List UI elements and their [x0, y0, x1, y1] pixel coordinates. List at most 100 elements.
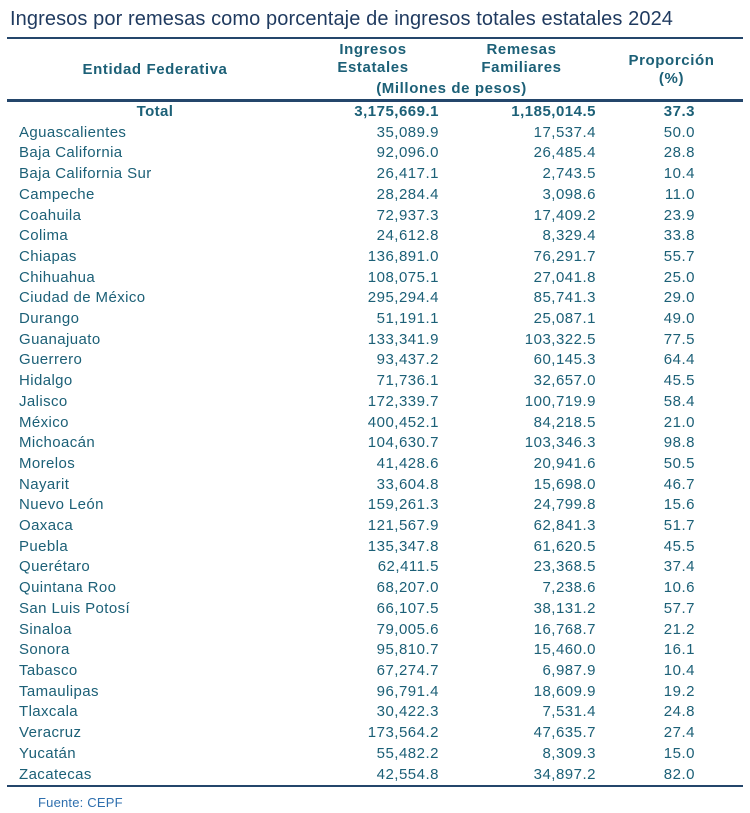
entidad-cell: Veracruz	[19, 724, 82, 742]
entidad-cell: Ciudad de México	[19, 289, 146, 307]
remesas-cell: 47,635.7	[533, 724, 596, 742]
entidad-cell: Hidalgo	[19, 372, 73, 390]
table-row: Hidalgo 71,736.1 32,657.0 45.5	[7, 371, 743, 392]
table-row: México 400,452.1 84,218.5 21.0	[7, 413, 743, 434]
proporcion-cell: 28.8	[663, 144, 695, 162]
entidad-cell: Zacatecas	[7, 764, 303, 788]
ingresos-cell: 55,482.2	[376, 744, 439, 762]
ingresos-cell: 68,207.0	[376, 579, 439, 597]
ingresos-cell: 41,428.6	[376, 454, 439, 472]
ingresos-cell: 400,452.1	[367, 413, 439, 431]
column-header-entidad: Entidad Federativa	[82, 60, 228, 78]
entidad-cell: Yucatán	[19, 744, 77, 762]
ingresos-cell: 95,810.7	[376, 641, 439, 659]
table-row: Guerrero 93,437.2 60,145.3 64.4	[7, 350, 743, 371]
proporcion-cell: 50.0	[663, 123, 695, 141]
table-row: Sinaloa 79,005.6 16,768.7 21.2	[7, 620, 743, 641]
table-row: Baja California 92,096.0 26,485.4 28.8	[7, 143, 743, 164]
table-row: Veracruz 173,564.2 47,635.7 27.4	[7, 723, 743, 744]
entidad-cell: Durango	[19, 310, 80, 328]
title-divider	[7, 37, 743, 39]
entidad-cell: Baja California	[19, 144, 123, 162]
proporcion-cell: 82.0	[600, 764, 743, 788]
entidad-cell: Nuevo León	[19, 496, 104, 514]
remesas-cell: 2,743.5	[542, 165, 596, 183]
proporcion-cell: 51.7	[663, 517, 695, 535]
ingresos-cell: 295,294.4	[367, 289, 439, 307]
remesas-cell: 8,309.3	[542, 744, 596, 762]
ingresos-cell: 62,411.5	[377, 558, 439, 576]
ingresos-cell: 66,107.5	[376, 599, 439, 617]
table-row: Michoacán 104,630.7 103,346.3 98.8	[7, 433, 743, 454]
table-row: Coahuila 72,937.3 17,409.2 23.9	[7, 206, 743, 227]
entidad-cell: Michoacán	[19, 434, 96, 452]
proporcion-cell: 77.5	[663, 330, 695, 348]
ingresos-cell: 108,075.1	[367, 268, 439, 286]
remesas-cell: 6,987.9	[542, 661, 596, 679]
remesas-cell: 76,291.7	[533, 247, 596, 265]
table-row: Baja California Sur 26,417.1 2,743.5 10.…	[7, 164, 743, 185]
table-row: San Luis Potosí 66,107.5 38,131.2 57.7	[7, 599, 743, 620]
proporcion-cell: 45.5	[663, 372, 695, 390]
remesas-cell: 38,131.2	[533, 599, 596, 617]
entidad-cell: Baja California Sur	[19, 165, 152, 183]
table-row: Nuevo León 159,261.3 24,799.8 15.6	[7, 495, 743, 516]
entidad-cell: Sonora	[19, 641, 70, 659]
ingresos-cell: 35,089.9	[376, 123, 439, 141]
column-header-proporcion-line1: Proporción	[628, 51, 715, 69]
column-header-ingresos-line1: Ingresos	[339, 41, 407, 58]
entidad-cell: Colima	[19, 227, 69, 245]
ingresos-cell: 135,347.8	[367, 537, 439, 555]
remesas-cell: 24,799.8	[533, 496, 596, 514]
table-row: Oaxaca 121,567.9 62,841.3 51.7	[7, 516, 743, 537]
ingresos-cell: 136,891.0	[367, 247, 439, 265]
remesas-cell: 100,719.9	[524, 392, 596, 410]
proporcion-cell: 24.8	[663, 703, 695, 721]
remittances-table: Entidad Federativa Ingresos Estatales Re…	[7, 39, 743, 788]
remesas-cell: 23,368.5	[533, 558, 596, 576]
proporcion-cell: 19.2	[663, 682, 695, 700]
unit-subheader: (Millones de pesos)	[376, 80, 527, 97]
proporcion-cell: 21.0	[663, 413, 695, 431]
page-title: Ingresos por remesas como porcentaje de …	[10, 8, 674, 30]
table-row: Tamaulipas 96,791.4 18,609.9 19.2	[7, 682, 743, 703]
proporcion-cell: 58.4	[663, 392, 695, 410]
ingresos-cell: 121,567.9	[367, 517, 439, 535]
proporcion-cell: 57.7	[663, 599, 695, 617]
proporcion-cell: 64.4	[663, 351, 695, 369]
ingresos-cell: 71,736.1	[376, 372, 439, 390]
entidad-cell: Puebla	[19, 537, 69, 555]
ingresos-cell: 26,417.1	[376, 165, 439, 183]
entidad-cell: Chiapas	[19, 247, 77, 265]
entidad-cell: Sinaloa	[19, 620, 72, 638]
entidad-cell: Aguascalientes	[19, 123, 127, 141]
remesas-cell: 15,460.0	[533, 641, 596, 659]
table-row: Nayarit 33,604.8 15,698.0 46.7	[7, 475, 743, 496]
ingresos-cell: 72,937.3	[376, 206, 439, 224]
entidad-cell: Guerrero	[19, 351, 83, 369]
entidad-cell: Campeche	[19, 185, 95, 203]
ingresos-cell: 96,791.4	[376, 682, 439, 700]
total-label-cell: Total	[7, 98, 303, 123]
proporcion-cell: 37.4	[663, 558, 695, 576]
ingresos-cell: 159,261.3	[367, 496, 439, 514]
column-header-remesas-line2: Familiares	[481, 59, 562, 76]
ingresos-cell: 33,604.8	[376, 475, 439, 493]
remesas-cell: 60,145.3	[533, 351, 596, 369]
proporcion-cell: 98.8	[663, 434, 695, 452]
entidad-cell: Morelos	[19, 454, 76, 472]
entidad-cell: Tamaulipas	[19, 682, 99, 700]
remesas-cell: 61,620.5	[533, 537, 596, 555]
ingresos-cell: 28,284.4	[376, 185, 439, 203]
column-header-proporcion-line2: (%)	[658, 69, 685, 87]
source-note: Fuente: CEPF	[38, 795, 123, 811]
remesas-cell: 103,346.3	[524, 434, 596, 452]
table-row: Morelos 41,428.6 20,941.6 50.5	[7, 454, 743, 475]
remesas-cell: 20,941.6	[533, 454, 596, 472]
ingresos-cell: 104,630.7	[367, 434, 439, 452]
entidad-cell: San Luis Potosí	[19, 599, 131, 617]
table-row: Ciudad de México 295,294.4 85,741.3 29.0	[7, 288, 743, 309]
remesas-cell: 84,218.5	[533, 413, 596, 431]
ingresos-cell: 51,191.1	[376, 310, 439, 328]
proporcion-cell: 50.5	[663, 454, 695, 472]
